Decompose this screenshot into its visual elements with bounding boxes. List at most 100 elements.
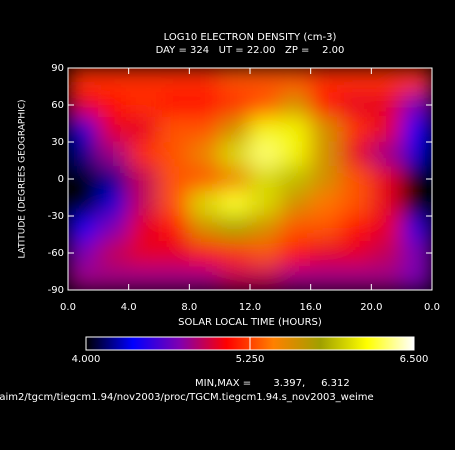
colorbar-tick-label: 5.250: [236, 354, 265, 365]
heat-cell: [219, 116, 251, 143]
heat-cell: [401, 190, 432, 217]
heat-cell: [219, 215, 251, 242]
heat-cell: [279, 190, 312, 217]
heat-cell: [158, 68, 190, 94]
heat-cell: [128, 141, 160, 168]
heat-cell: [279, 116, 312, 143]
y-axis-label: LATITUDE (DEGREES GEOGRAPHIC): [18, 99, 28, 258]
heat-cell: [310, 141, 342, 168]
y-tick-label: -30: [48, 211, 64, 222]
heat-cell: [249, 141, 281, 168]
min-max: MIN,MAX = 3.397, 6.312: [195, 378, 350, 389]
x-axis-label: SOLAR LOCAL TIME (HOURS): [178, 317, 322, 328]
heat-cell: [310, 190, 342, 217]
x-tick-label: 8.0: [181, 302, 197, 313]
heat-cell: [97, 68, 130, 94]
y-tick-label: 60: [51, 100, 64, 111]
heat-cell: [97, 166, 130, 192]
heat-cell: [340, 68, 372, 94]
colorbar-tick-label: 4.000: [72, 354, 101, 365]
heat-cell: [249, 264, 281, 290]
heat-cell: [249, 166, 281, 192]
heat-cell: [401, 215, 432, 242]
heat-cell: [370, 190, 403, 217]
heat-cell: [249, 92, 281, 118]
heat-cell: [370, 68, 403, 94]
heat-cell: [158, 141, 190, 168]
heat-cell: [188, 240, 221, 266]
heat-cell: [340, 166, 372, 192]
heat-cell: [370, 141, 403, 168]
heat-cell: [158, 240, 190, 266]
heat-cell: [128, 68, 160, 94]
heat-cell: [340, 92, 372, 118]
x-tick-label: 0.0: [424, 302, 440, 313]
heat-cell: [188, 141, 221, 168]
heat-cell: [188, 116, 221, 143]
heat-cell: [310, 92, 342, 118]
heat-cell: [97, 92, 130, 118]
y-tick-label: 30: [51, 137, 64, 148]
heat-cell: [370, 116, 403, 143]
chart-subtitle: DAY = 324 UT = 22.00 ZP = 2.00: [156, 45, 345, 56]
heat-cell: [310, 240, 342, 266]
heat-cell: [249, 68, 281, 94]
y-tick-label: 0: [58, 174, 64, 185]
heat-cell: [188, 92, 221, 118]
heat-cell: [279, 141, 312, 168]
heat-cell: [188, 166, 221, 192]
heat-cell: [249, 215, 281, 242]
heat-cell: [97, 141, 130, 168]
heat-cell: [279, 264, 312, 290]
heat-cell: [370, 215, 403, 242]
y-tick-label: 90: [51, 63, 64, 74]
heat-cell: [219, 264, 251, 290]
heat-cell: [68, 116, 99, 143]
heat-cell: [219, 68, 251, 94]
heat-cell: [128, 264, 160, 290]
heat-cell: [128, 215, 160, 242]
heat-cell: [128, 116, 160, 143]
plot-clip: [68, 68, 432, 290]
x-tick-label: 16.0: [300, 302, 322, 313]
x-tick-label: 20.0: [360, 302, 382, 313]
heat-cell: [310, 166, 342, 192]
x-tick-label: 4.0: [121, 302, 137, 313]
heat-cell: [158, 166, 190, 192]
heat-cell: [128, 166, 160, 192]
heat-cell: [158, 116, 190, 143]
heat-cell: [310, 68, 342, 94]
heat-cell: [249, 116, 281, 143]
heat-cell: [219, 166, 251, 192]
x-tick-label: 0.0: [60, 302, 76, 313]
heat-cell: [249, 240, 281, 266]
heat-cell: [279, 92, 312, 118]
heat-cell: [219, 190, 251, 217]
heat-cell: [68, 141, 99, 168]
y-tick-label: -90: [48, 285, 64, 296]
heat-cell: [97, 116, 130, 143]
heat-cell: [188, 215, 221, 242]
heat-cell: [68, 264, 99, 290]
heat-cell: [97, 240, 130, 266]
x-tick-label: 12.0: [239, 302, 261, 313]
heat-cell: [370, 240, 403, 266]
heat-cell: [158, 215, 190, 242]
heat-cell: [401, 68, 432, 94]
heat-cell: [68, 68, 99, 94]
heat-cell: [188, 68, 221, 94]
heat-cell: [401, 141, 432, 168]
heat-cell: [97, 264, 130, 290]
heat-cell: [68, 215, 99, 242]
heat-cell: [128, 240, 160, 266]
heat-cell: [128, 92, 160, 118]
heat-cell: [370, 166, 403, 192]
heat-cell: [340, 264, 372, 290]
heat-cell: [219, 92, 251, 118]
heat-cell: [279, 166, 312, 192]
field: [68, 68, 432, 290]
heat-cell: [340, 190, 372, 217]
heat-cell: [188, 264, 221, 290]
heat-cell: [158, 190, 190, 217]
